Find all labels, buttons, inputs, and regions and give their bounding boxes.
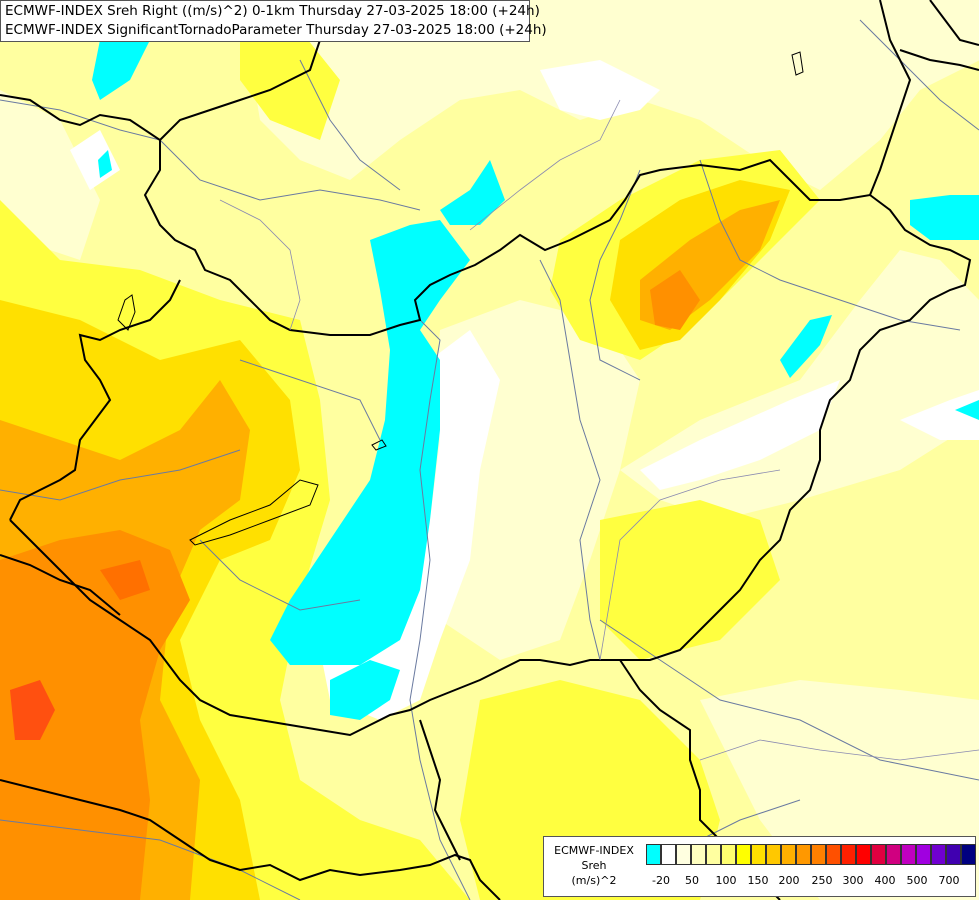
legend-title-line2: Sreh bbox=[581, 859, 607, 872]
legend-swatch bbox=[916, 844, 931, 865]
legend-title: ECMWF-INDEX Sreh (m/s)^2 bbox=[546, 843, 642, 888]
legend-swatch bbox=[796, 844, 811, 865]
legend-swatch bbox=[721, 844, 736, 865]
legend-swatch bbox=[676, 844, 691, 865]
legend-swatch bbox=[931, 844, 946, 865]
legend-swatch bbox=[736, 844, 751, 865]
legend-swatch bbox=[946, 844, 961, 865]
map-title-box: ECMWF-INDEX Sreh Right ((m/s)^2) 0-1km T… bbox=[0, 0, 547, 42]
rivers bbox=[0, 19, 979, 900]
region-boundaries bbox=[219, 99, 979, 761]
legend-tick-label: -20 bbox=[652, 874, 670, 887]
legend-swatch bbox=[811, 844, 826, 865]
legend-swatch bbox=[961, 844, 976, 865]
legend-tick-label: 500 bbox=[906, 874, 928, 887]
legend-swatch bbox=[661, 844, 676, 865]
legend-tick-label: 150 bbox=[747, 874, 769, 887]
legend-swatch bbox=[766, 844, 781, 865]
legend-swatch bbox=[781, 844, 796, 865]
legend-swatch bbox=[841, 844, 856, 865]
legend-tick-label: 250 bbox=[811, 874, 833, 887]
legend-swatch bbox=[871, 844, 886, 865]
legend-tick-label: 400 bbox=[874, 874, 896, 887]
title-line-sreh: ECMWF-INDEX Sreh Right ((m/s)^2) 0-1km T… bbox=[5, 3, 540, 19]
legend-tick-label: 100 bbox=[715, 874, 737, 887]
legend-tick-label: 700 bbox=[938, 874, 960, 887]
legend-swatch bbox=[691, 844, 706, 865]
legend-swatch bbox=[751, 844, 766, 865]
title-line-stp: ECMWF-INDEX SignificantTornadoParameter … bbox=[5, 22, 547, 38]
field-dark-orange bbox=[0, 270, 700, 900]
legend-swatch bbox=[856, 844, 871, 865]
legend-tick-label: 300 bbox=[842, 874, 864, 887]
legend-tick-label: 200 bbox=[778, 874, 800, 887]
color-legend: ECMWF-INDEX Sreh (m/s)^2 -20 50 100 150 200 2… bbox=[543, 836, 976, 897]
legend-swatch bbox=[886, 844, 901, 865]
lakes bbox=[117, 51, 804, 546]
legend-tick-label: 50 bbox=[685, 874, 699, 887]
legend-swatch bbox=[706, 844, 721, 865]
legend-swatch bbox=[646, 844, 661, 865]
legend-title-line1: ECMWF-INDEX bbox=[554, 844, 634, 857]
legend-title-line3: (m/s)^2 bbox=[571, 874, 617, 887]
legend-swatch bbox=[826, 844, 841, 865]
legend-swatch bbox=[901, 844, 916, 865]
field-red-orange bbox=[10, 560, 150, 740]
